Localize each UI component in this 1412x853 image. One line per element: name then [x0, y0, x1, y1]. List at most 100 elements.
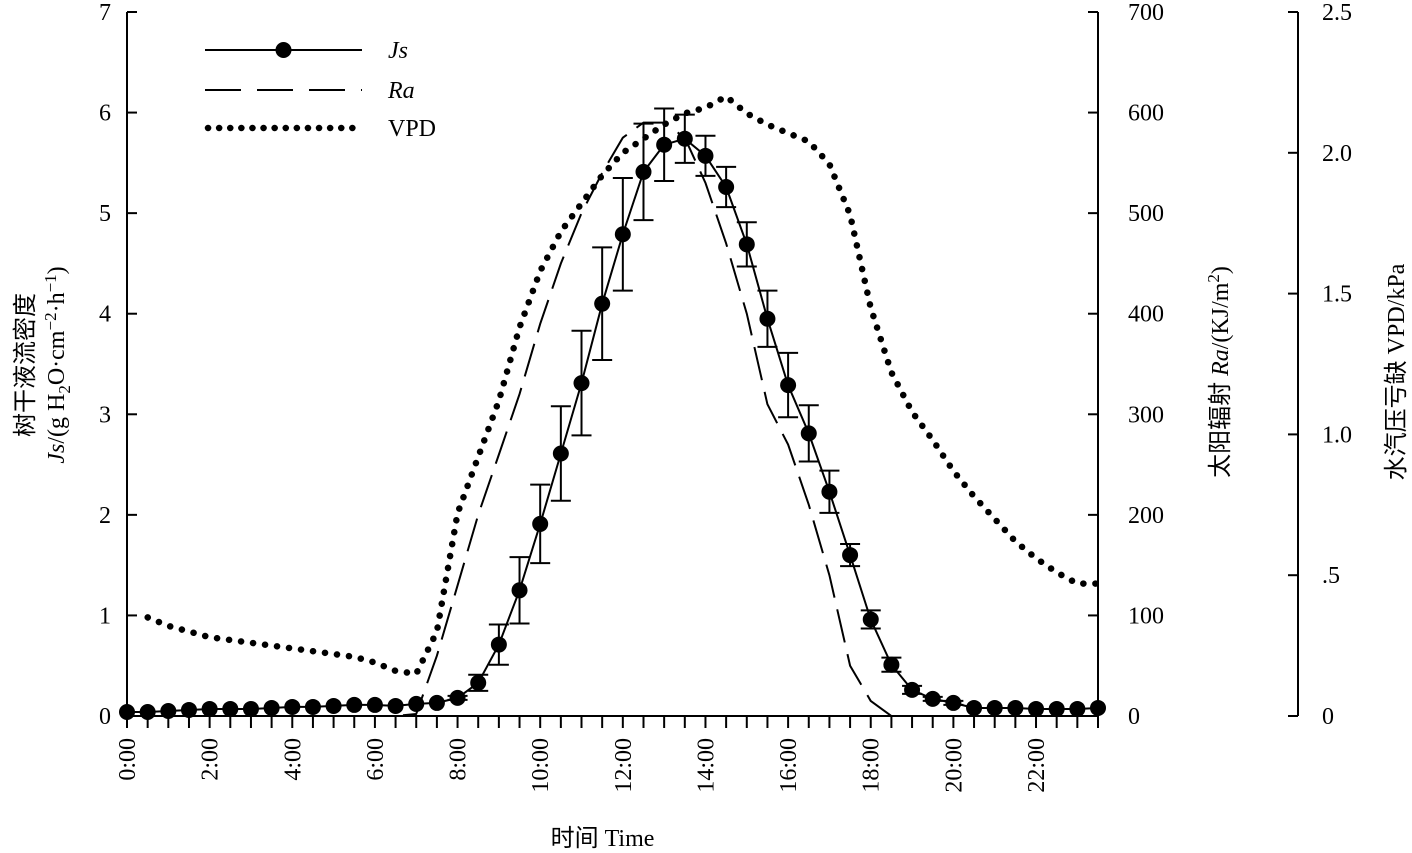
js-point: [966, 699, 983, 716]
vpd-tick-label: 1.0: [1322, 422, 1352, 448]
js-point: [490, 636, 507, 653]
legend-marker-js: [275, 42, 292, 58]
js-point: [470, 674, 487, 691]
js-point: [614, 226, 631, 243]
js-point: [304, 698, 321, 715]
js-point: [904, 681, 921, 698]
vpd-axis-title: 水汽压亏缺 VPD/kPa: [1383, 263, 1410, 480]
x-axis-title: 时间 Time: [551, 825, 655, 852]
js-point: [180, 701, 197, 718]
js-point: [387, 697, 404, 714]
ra-tick-label: 300: [1128, 402, 1164, 428]
js-point: [821, 483, 838, 500]
legend-entry-js: Js: [205, 38, 408, 64]
axes-layer: 0 1 2 3 4 5 6 7 0 100 200 300 400 500 600 700 0 .5 1.0 1.5 2…: [12, 0, 1410, 852]
left-axis-title-part: ): [44, 266, 70, 274]
x-tick-label: 2:00: [198, 738, 224, 781]
legend-entry-ra: Ra: [205, 78, 415, 104]
vpd-tick-label: 2.0: [1322, 141, 1352, 167]
x-tick-label: 22:00: [1024, 738, 1050, 793]
left-tick-label: 2: [99, 503, 111, 529]
series-line-ra: [127, 121, 1098, 717]
legend-label-vpd: VPD: [388, 116, 436, 142]
left-axis-title-line1: 树干液流密度: [12, 293, 39, 437]
series-line-js: [127, 137, 1099, 713]
js-point: [635, 163, 652, 180]
js-point: [738, 236, 755, 253]
ra-tick-label: 0: [1128, 704, 1140, 730]
left-tick-label: 3: [99, 402, 111, 428]
legend-label-ra: Ra: [387, 78, 415, 104]
ra-axis-title-part: ): [1208, 266, 1234, 274]
ra-tick-label: 400: [1128, 302, 1164, 328]
x-tick-label: 12:00: [611, 738, 637, 793]
x-tick-label: 14:00: [693, 738, 719, 793]
vpd-tick-label: 2.5: [1322, 0, 1352, 26]
ra-axis-title: 太阳辐射 Ra/(KJ/m2): [1204, 266, 1234, 478]
js-point: [759, 310, 776, 327]
ra-tick-label: 600: [1128, 101, 1164, 127]
left-tick-label: 4: [99, 302, 111, 328]
legend-entry-vpd: VPD: [204, 116, 436, 142]
js-point: [1069, 700, 1086, 717]
ra-tick-label: 700: [1128, 0, 1164, 26]
js-point: [428, 694, 445, 711]
x-tick-label: 6:00: [363, 738, 389, 781]
ra-axis-title-part: Ra: [1208, 349, 1234, 377]
js-point: [862, 611, 879, 628]
ra-axis-title-part: 太阳辐射: [1207, 376, 1234, 478]
js-point: [346, 696, 363, 713]
js-point: [284, 698, 301, 715]
legend: Js Ra VPD: [204, 38, 436, 142]
js-point: [842, 547, 859, 564]
left-tick-label: 7: [99, 0, 111, 26]
js-point: [263, 699, 280, 716]
js-point: [573, 375, 590, 392]
js-point: [800, 425, 817, 442]
js-point: [1048, 700, 1065, 717]
js-point: [986, 699, 1003, 716]
vpd-tick-label: 1.5: [1322, 282, 1352, 308]
js-point: [449, 689, 466, 706]
ra-tick-label: 500: [1128, 201, 1164, 227]
x-tick-label: 8:00: [446, 738, 472, 781]
x-tick-label: 20:00: [941, 738, 967, 793]
js-point: [883, 656, 900, 673]
js-point: [511, 582, 528, 599]
js-point: [1007, 699, 1024, 716]
series-layer: [119, 92, 1106, 720]
js-point: [160, 702, 177, 719]
js-point: [718, 178, 735, 195]
ra-tick-label: 100: [1128, 603, 1164, 629]
js-point: [945, 694, 962, 711]
js-point: [656, 136, 673, 153]
left-tick-label: 0: [99, 704, 111, 730]
x-tick-label: 4:00: [280, 738, 306, 781]
left-axis-title-part: 2: [55, 385, 74, 394]
js-point: [242, 700, 259, 717]
x-tick-label: 0:00: [115, 738, 141, 781]
left-tick-label: 5: [99, 201, 111, 227]
left-axis-title-part: −1: [41, 274, 60, 292]
js-point: [924, 690, 941, 707]
js-point: [552, 445, 569, 462]
js-point: [697, 147, 714, 164]
js-point: [139, 703, 156, 720]
js-point: [325, 697, 342, 714]
x-tick-label: 16:00: [776, 738, 802, 793]
js-point: [119, 703, 135, 720]
js-point: [1090, 699, 1106, 716]
js-point: [594, 295, 611, 312]
left-axis-title-line2: Js/(g H2O·cm−2·h−1): [41, 266, 74, 463]
ra-axis-title-part: 2: [1204, 274, 1223, 283]
ra-tick-label: 200: [1128, 503, 1164, 529]
left-axis-title-part: ·h: [44, 292, 70, 312]
js-point: [1028, 700, 1045, 717]
vpd-tick-label: 0: [1322, 704, 1334, 730]
left-axis-title-part: −2: [41, 312, 60, 330]
left-axis-title-part: O·cm: [44, 330, 70, 385]
left-axis-title-part: Js: [44, 444, 70, 464]
left-tick-label: 1: [99, 603, 111, 629]
ra-axis-title-part: /(KJ/m: [1208, 282, 1234, 349]
